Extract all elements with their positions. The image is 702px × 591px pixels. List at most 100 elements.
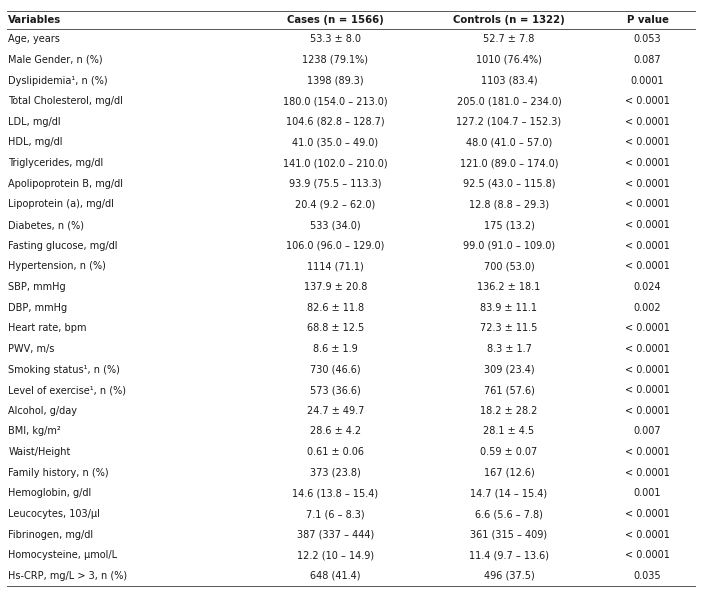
Text: Lipoprotein (a), mg/dl: Lipoprotein (a), mg/dl [8, 199, 114, 209]
Text: P value: P value [627, 15, 668, 25]
Text: 1103 (83.4): 1103 (83.4) [481, 76, 537, 86]
Text: Waist/Height: Waist/Height [8, 447, 71, 457]
Text: 20.4 (9.2 – 62.0): 20.4 (9.2 – 62.0) [295, 199, 376, 209]
Text: 496 (37.5): 496 (37.5) [484, 571, 534, 581]
Text: < 0.0001: < 0.0001 [625, 323, 670, 333]
Text: 7.1 (6 – 8.3): 7.1 (6 – 8.3) [306, 509, 364, 519]
Text: 106.0 (96.0 – 129.0): 106.0 (96.0 – 129.0) [286, 241, 385, 251]
Text: Hypertension, n (%): Hypertension, n (%) [8, 261, 106, 271]
Text: < 0.0001: < 0.0001 [625, 117, 670, 127]
Text: Fasting glucose, mg/dl: Fasting glucose, mg/dl [8, 241, 118, 251]
Text: 648 (41.4): 648 (41.4) [310, 571, 360, 581]
Text: 387 (337 – 444): 387 (337 – 444) [296, 530, 374, 540]
Text: 8.6 ± 1.9: 8.6 ± 1.9 [313, 344, 357, 354]
Text: < 0.0001: < 0.0001 [625, 178, 670, 189]
Text: < 0.0001: < 0.0001 [625, 406, 670, 416]
Text: < 0.0001: < 0.0001 [625, 365, 670, 375]
Text: 14.7 (14 – 15.4): 14.7 (14 – 15.4) [470, 488, 548, 498]
Text: 180.0 (154.0 – 213.0): 180.0 (154.0 – 213.0) [283, 96, 388, 106]
Text: 83.9 ± 11.1: 83.9 ± 11.1 [480, 303, 538, 313]
Text: 127.2 (104.7 – 152.3): 127.2 (104.7 – 152.3) [456, 117, 562, 127]
Text: 309 (23.4): 309 (23.4) [484, 365, 534, 375]
Text: Fibrinogen, mg/dl: Fibrinogen, mg/dl [8, 530, 93, 540]
Text: 0.0001: 0.0001 [631, 76, 664, 86]
Text: Cases (n = 1566): Cases (n = 1566) [287, 15, 383, 25]
Text: 41.0 (35.0 – 49.0): 41.0 (35.0 – 49.0) [292, 138, 378, 148]
Text: < 0.0001: < 0.0001 [625, 385, 670, 395]
Text: 6.6 (5.6 – 7.8): 6.6 (5.6 – 7.8) [475, 509, 543, 519]
Text: Level of exercise¹, n (%): Level of exercise¹, n (%) [8, 385, 126, 395]
Text: < 0.0001: < 0.0001 [625, 467, 670, 478]
Text: 52.7 ± 7.8: 52.7 ± 7.8 [483, 34, 535, 44]
Text: Total Cholesterol, mg/dl: Total Cholesterol, mg/dl [8, 96, 124, 106]
Text: 0.61 ± 0.06: 0.61 ± 0.06 [307, 447, 364, 457]
Text: 8.3 ± 1.7: 8.3 ± 1.7 [486, 344, 531, 354]
Text: Controls (n = 1322): Controls (n = 1322) [453, 15, 565, 25]
Text: 11.4 (9.7 – 13.6): 11.4 (9.7 – 13.6) [469, 550, 549, 560]
Text: PWV, m/s: PWV, m/s [8, 344, 55, 354]
Text: 28.6 ± 4.2: 28.6 ± 4.2 [310, 427, 361, 437]
Text: 0.007: 0.007 [634, 427, 661, 437]
Text: 1398 (89.3): 1398 (89.3) [307, 76, 364, 86]
Text: < 0.0001: < 0.0001 [625, 138, 670, 148]
Text: 141.0 (102.0 – 210.0): 141.0 (102.0 – 210.0) [283, 158, 388, 168]
Text: Triglycerides, mg/dl: Triglycerides, mg/dl [8, 158, 104, 168]
Text: Alcohol, g/day: Alcohol, g/day [8, 406, 77, 416]
Text: < 0.0001: < 0.0001 [625, 199, 670, 209]
Text: Smoking status¹, n (%): Smoking status¹, n (%) [8, 365, 120, 375]
Text: 0.087: 0.087 [634, 55, 661, 65]
Text: < 0.0001: < 0.0001 [625, 530, 670, 540]
Text: 12.2 (10 – 14.9): 12.2 (10 – 14.9) [297, 550, 373, 560]
Text: 14.6 (13.8 – 15.4): 14.6 (13.8 – 15.4) [292, 488, 378, 498]
Text: 93.9 (75.5 – 113.3): 93.9 (75.5 – 113.3) [289, 178, 381, 189]
Text: 99.0 (91.0 – 109.0): 99.0 (91.0 – 109.0) [463, 241, 555, 251]
Text: 573 (36.6): 573 (36.6) [310, 385, 361, 395]
Text: Heart rate, bpm: Heart rate, bpm [8, 323, 87, 333]
Text: Family history, n (%): Family history, n (%) [8, 467, 109, 478]
Text: 0.035: 0.035 [634, 571, 661, 581]
Text: < 0.0001: < 0.0001 [625, 241, 670, 251]
Text: Apolipoprotein B, mg/dl: Apolipoprotein B, mg/dl [8, 178, 124, 189]
Text: 82.6 ± 11.8: 82.6 ± 11.8 [307, 303, 364, 313]
Text: 0.59 ± 0.07: 0.59 ± 0.07 [480, 447, 538, 457]
Text: Male Gender, n (%): Male Gender, n (%) [8, 55, 103, 65]
Text: Diabetes, n (%): Diabetes, n (%) [8, 220, 84, 230]
Text: 68.8 ± 12.5: 68.8 ± 12.5 [307, 323, 364, 333]
Text: 205.0 (181.0 – 234.0): 205.0 (181.0 – 234.0) [456, 96, 562, 106]
Text: < 0.0001: < 0.0001 [625, 158, 670, 168]
Text: 0.024: 0.024 [634, 282, 661, 292]
Text: 167 (12.6): 167 (12.6) [484, 467, 534, 478]
Text: < 0.0001: < 0.0001 [625, 509, 670, 519]
Text: 761 (57.6): 761 (57.6) [484, 385, 534, 395]
Text: 12.8 (8.8 – 29.3): 12.8 (8.8 – 29.3) [469, 199, 549, 209]
Text: 0.053: 0.053 [634, 34, 661, 44]
Text: Variables: Variables [8, 15, 62, 25]
Text: LDL, mg/dl: LDL, mg/dl [8, 117, 61, 127]
Text: 175 (13.2): 175 (13.2) [484, 220, 534, 230]
Text: 361 (315 – 409): 361 (315 – 409) [470, 530, 548, 540]
Text: 92.5 (43.0 – 115.8): 92.5 (43.0 – 115.8) [463, 178, 555, 189]
Text: < 0.0001: < 0.0001 [625, 261, 670, 271]
Text: 1010 (76.4%): 1010 (76.4%) [476, 55, 542, 65]
Text: 373 (23.8): 373 (23.8) [310, 467, 361, 478]
Text: 1238 (79.1%): 1238 (79.1%) [302, 55, 369, 65]
Text: < 0.0001: < 0.0001 [625, 447, 670, 457]
Text: Hs-CRP, mg/L > 3, n (%): Hs-CRP, mg/L > 3, n (%) [8, 571, 128, 581]
Text: 730 (46.6): 730 (46.6) [310, 365, 361, 375]
Text: < 0.0001: < 0.0001 [625, 96, 670, 106]
Text: Homocysteine, μmol/L: Homocysteine, μmol/L [8, 550, 117, 560]
Text: 136.2 ± 18.1: 136.2 ± 18.1 [477, 282, 541, 292]
Text: 137.9 ± 20.8: 137.9 ± 20.8 [303, 282, 367, 292]
Text: < 0.0001: < 0.0001 [625, 550, 670, 560]
Text: 533 (34.0): 533 (34.0) [310, 220, 361, 230]
Text: 72.3 ± 11.5: 72.3 ± 11.5 [480, 323, 538, 333]
Text: Age, years: Age, years [8, 34, 60, 44]
Text: SBP, mmHg: SBP, mmHg [8, 282, 66, 292]
Text: 24.7 ± 49.7: 24.7 ± 49.7 [307, 406, 364, 416]
Text: < 0.0001: < 0.0001 [625, 344, 670, 354]
Text: Dyslipidemia¹, n (%): Dyslipidemia¹, n (%) [8, 76, 108, 86]
Text: DBP, mmHg: DBP, mmHg [8, 303, 67, 313]
Text: 0.002: 0.002 [634, 303, 661, 313]
Text: 53.3 ± 8.0: 53.3 ± 8.0 [310, 34, 361, 44]
Text: 1114 (71.1): 1114 (71.1) [307, 261, 364, 271]
